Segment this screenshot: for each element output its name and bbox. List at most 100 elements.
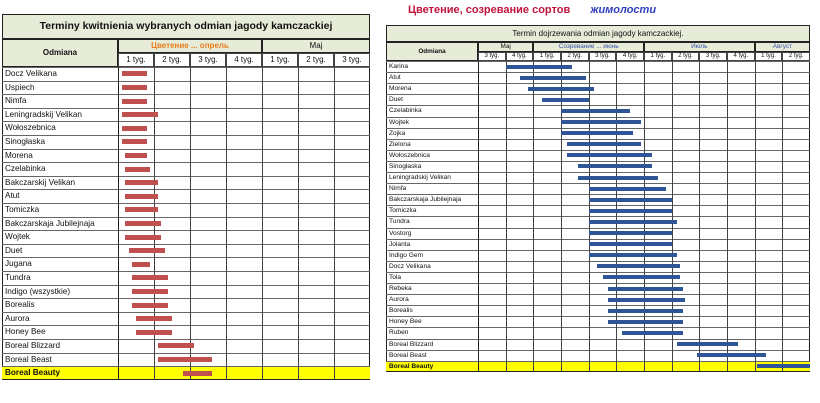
variety-label: Boreal Blizzard [5,341,61,350]
variety-label: Boreal Beast [389,351,427,359]
column-label: 4 tyg. [234,55,254,64]
variety-label: Tomiczka [5,205,40,214]
variety-label: Docz Velikana [5,69,57,78]
bar [677,342,739,347]
variety-label: Atut [389,74,401,82]
group-cell [533,42,644,52]
variety-label: Borealis [5,300,35,310]
row-line [386,227,810,229]
column-cell [190,53,226,67]
bar [602,275,680,280]
variety-label: Wojtek [5,232,30,242]
column-cell [727,52,755,61]
row-line [2,203,370,204]
bar [125,207,158,213]
row-line [2,325,370,327]
bar [577,175,658,180]
column-cell [754,52,783,61]
bar [125,180,158,186]
group-label: Цветение ... опрель [151,41,229,50]
column-line [226,67,227,380]
bar [128,248,165,254]
row-line [386,360,810,362]
column-line [727,61,728,372]
row-line [386,127,810,129]
row-line [386,183,810,185]
variety-label: Nimfa [5,96,27,106]
row-line [2,311,370,313]
column-label: 3 tyg. [484,53,500,59]
column-cell [782,52,810,61]
highlight-row [386,360,810,372]
row-line [2,298,370,300]
bar [527,86,595,91]
column-cell [154,53,190,67]
row-line [386,116,810,118]
row-line [2,257,370,259]
ripening-chart: Termin dojrzewania odmian jagody kamczac… [386,25,810,380]
row-line [386,61,810,62]
row-line [2,175,370,177]
variety-label: Atut [5,191,20,201]
column-cell [644,52,672,61]
group-label: Июль [691,43,708,50]
row-line [2,243,370,245]
bar [519,75,586,80]
bar [608,286,683,291]
bar [588,208,672,213]
variety-label: Czelabinka [389,107,422,115]
chart-frame [2,14,370,380]
row-line [2,162,370,164]
row-line [2,94,370,96]
group-label: Созревание ... июнь [558,43,619,50]
row-line [386,305,810,307]
row-line [2,135,370,136]
row-line [386,260,810,262]
column-cell [616,52,644,61]
row-line [386,94,810,96]
row-line [2,189,370,191]
bar [561,131,633,136]
variety-label: Honey Bee [5,327,46,337]
group-cell [478,42,534,52]
bar [588,253,678,258]
row-line [386,238,810,240]
odmiana-header-cell [2,39,118,67]
column-label: 3 tyg. [595,53,610,59]
column-cell [334,53,370,67]
title-band [2,14,370,39]
column-label: 4 tyg. [512,53,527,59]
column-cell [699,52,727,61]
variety-label: Morena [5,150,33,160]
variety-label: Leningradskij Velikan [5,109,82,119]
row-line [2,366,370,368]
variety-label: Morena [389,85,412,93]
bar [696,353,766,358]
column-label: 2 tyg. [678,53,693,59]
row-line [386,283,810,284]
row-line [2,148,370,150]
bar [541,97,589,102]
bar [132,302,169,308]
row-line [386,271,810,273]
bar [132,261,151,267]
bar [157,356,212,362]
variety-label: Tundra [389,218,410,226]
bar [621,330,683,335]
bar [132,275,169,281]
bar [577,164,653,169]
column-line [262,67,263,380]
group-label: Август [772,43,792,50]
bar [588,219,678,224]
column-label: 3 tyg. [198,55,218,64]
bottom-line [2,378,370,380]
variety-label: Honey Bee [389,318,422,326]
variety-label: Boreal Beauty [389,362,434,370]
chart-title: Terminy kwitnienia wybranych odmian jago… [39,20,333,32]
bar [561,120,642,125]
variety-label: Aurora [389,296,409,304]
column-label: 3 tyg. [342,55,362,64]
row-line [386,216,810,218]
variety-label: Bakczarskaja Jubilejnaja [5,218,95,228]
bar [588,186,667,191]
